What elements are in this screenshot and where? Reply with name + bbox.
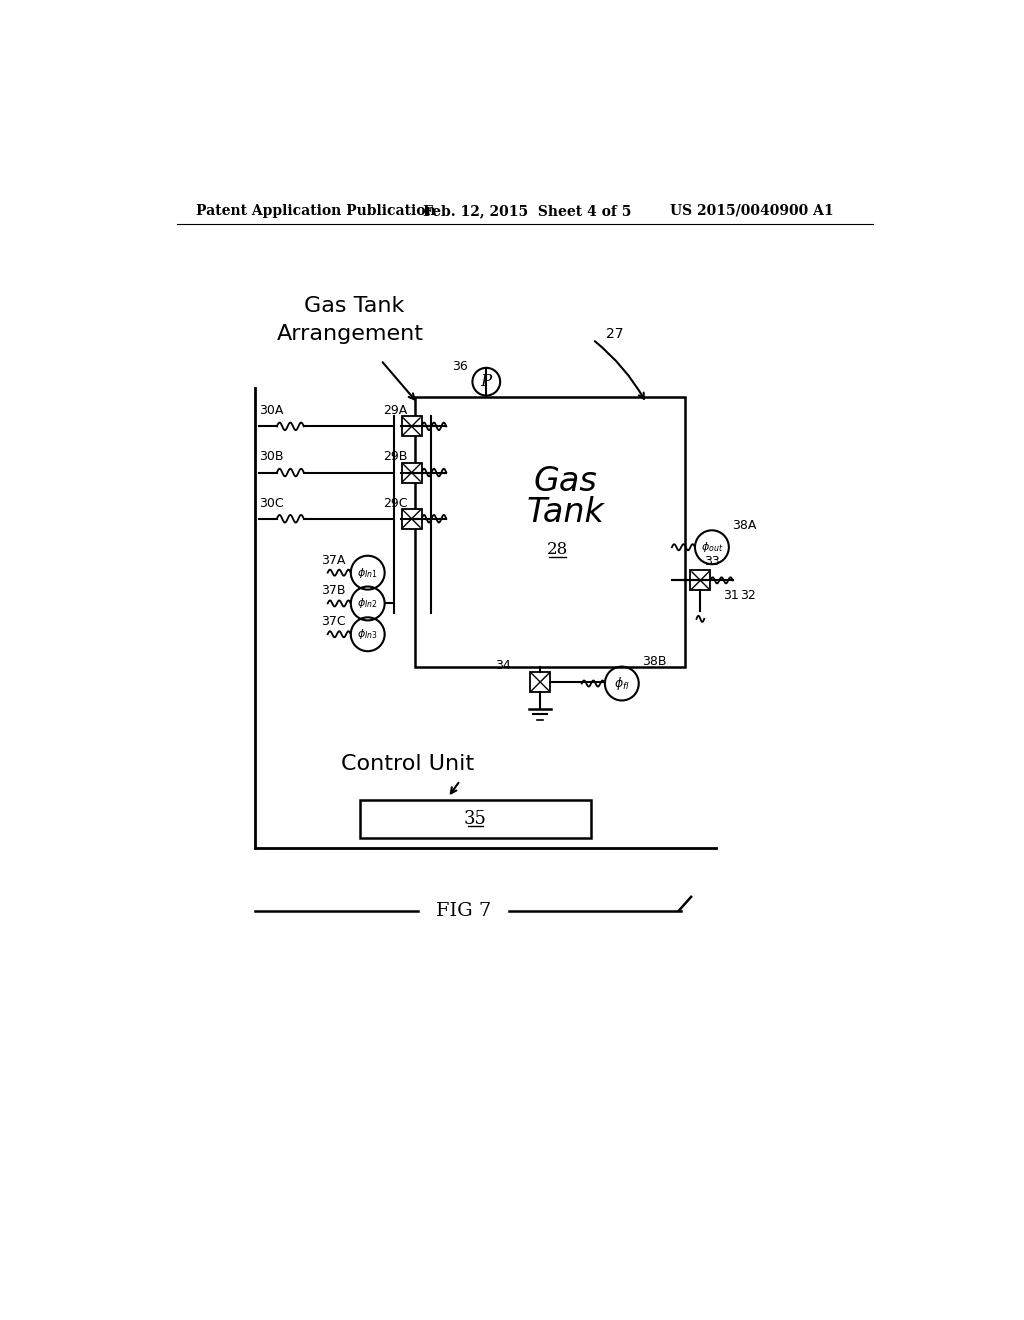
Text: 29A: 29A bbox=[383, 404, 408, 417]
Bar bbox=[401, 416, 422, 437]
Text: Feb. 12, 2015  Sheet 4 of 5: Feb. 12, 2015 Sheet 4 of 5 bbox=[423, 203, 632, 218]
Text: 30A: 30A bbox=[259, 404, 284, 417]
Text: Tank: Tank bbox=[526, 496, 604, 529]
Text: 34: 34 bbox=[496, 659, 511, 672]
Text: 37A: 37A bbox=[322, 553, 346, 566]
Bar bbox=[530, 672, 550, 692]
Text: 27: 27 bbox=[606, 327, 624, 341]
Text: 31: 31 bbox=[724, 589, 739, 602]
Text: 38A: 38A bbox=[732, 519, 757, 532]
Text: US 2015/0040900 A1: US 2015/0040900 A1 bbox=[670, 203, 834, 218]
Text: $\phi_{In1}$: $\phi_{In1}$ bbox=[357, 566, 378, 579]
Text: Control Unit: Control Unit bbox=[341, 755, 474, 775]
Bar bbox=[416, 397, 685, 667]
Bar bbox=[401, 462, 422, 483]
Text: 33: 33 bbox=[705, 554, 720, 568]
Text: $\phi_{In2}$: $\phi_{In2}$ bbox=[357, 597, 378, 610]
Text: 32: 32 bbox=[740, 589, 756, 602]
Text: $\phi_{out}$: $\phi_{out}$ bbox=[700, 540, 723, 554]
Text: 30B: 30B bbox=[259, 450, 284, 463]
Text: Patent Application Publication: Patent Application Publication bbox=[196, 203, 435, 218]
Text: $\phi_{In3}$: $\phi_{In3}$ bbox=[357, 627, 378, 642]
Text: 30C: 30C bbox=[259, 496, 284, 510]
Bar bbox=[401, 508, 422, 529]
Bar bbox=[360, 800, 591, 838]
Text: FIG 7: FIG 7 bbox=[435, 902, 490, 920]
Text: 37B: 37B bbox=[322, 585, 346, 598]
Text: P: P bbox=[480, 374, 492, 391]
Text: 38B: 38B bbox=[642, 655, 667, 668]
Bar bbox=[690, 570, 711, 590]
Text: 35: 35 bbox=[464, 810, 487, 828]
Text: Gas: Gas bbox=[534, 466, 597, 499]
Text: 28: 28 bbox=[547, 541, 568, 558]
Text: 29B: 29B bbox=[383, 450, 408, 463]
Text: 37C: 37C bbox=[322, 615, 346, 628]
Text: 29C: 29C bbox=[383, 496, 408, 510]
Text: $\phi_{fl}$: $\phi_{fl}$ bbox=[614, 675, 630, 692]
Text: Arrangement: Arrangement bbox=[276, 323, 424, 345]
Text: 36: 36 bbox=[452, 360, 468, 372]
Text: Gas Tank: Gas Tank bbox=[304, 296, 404, 317]
